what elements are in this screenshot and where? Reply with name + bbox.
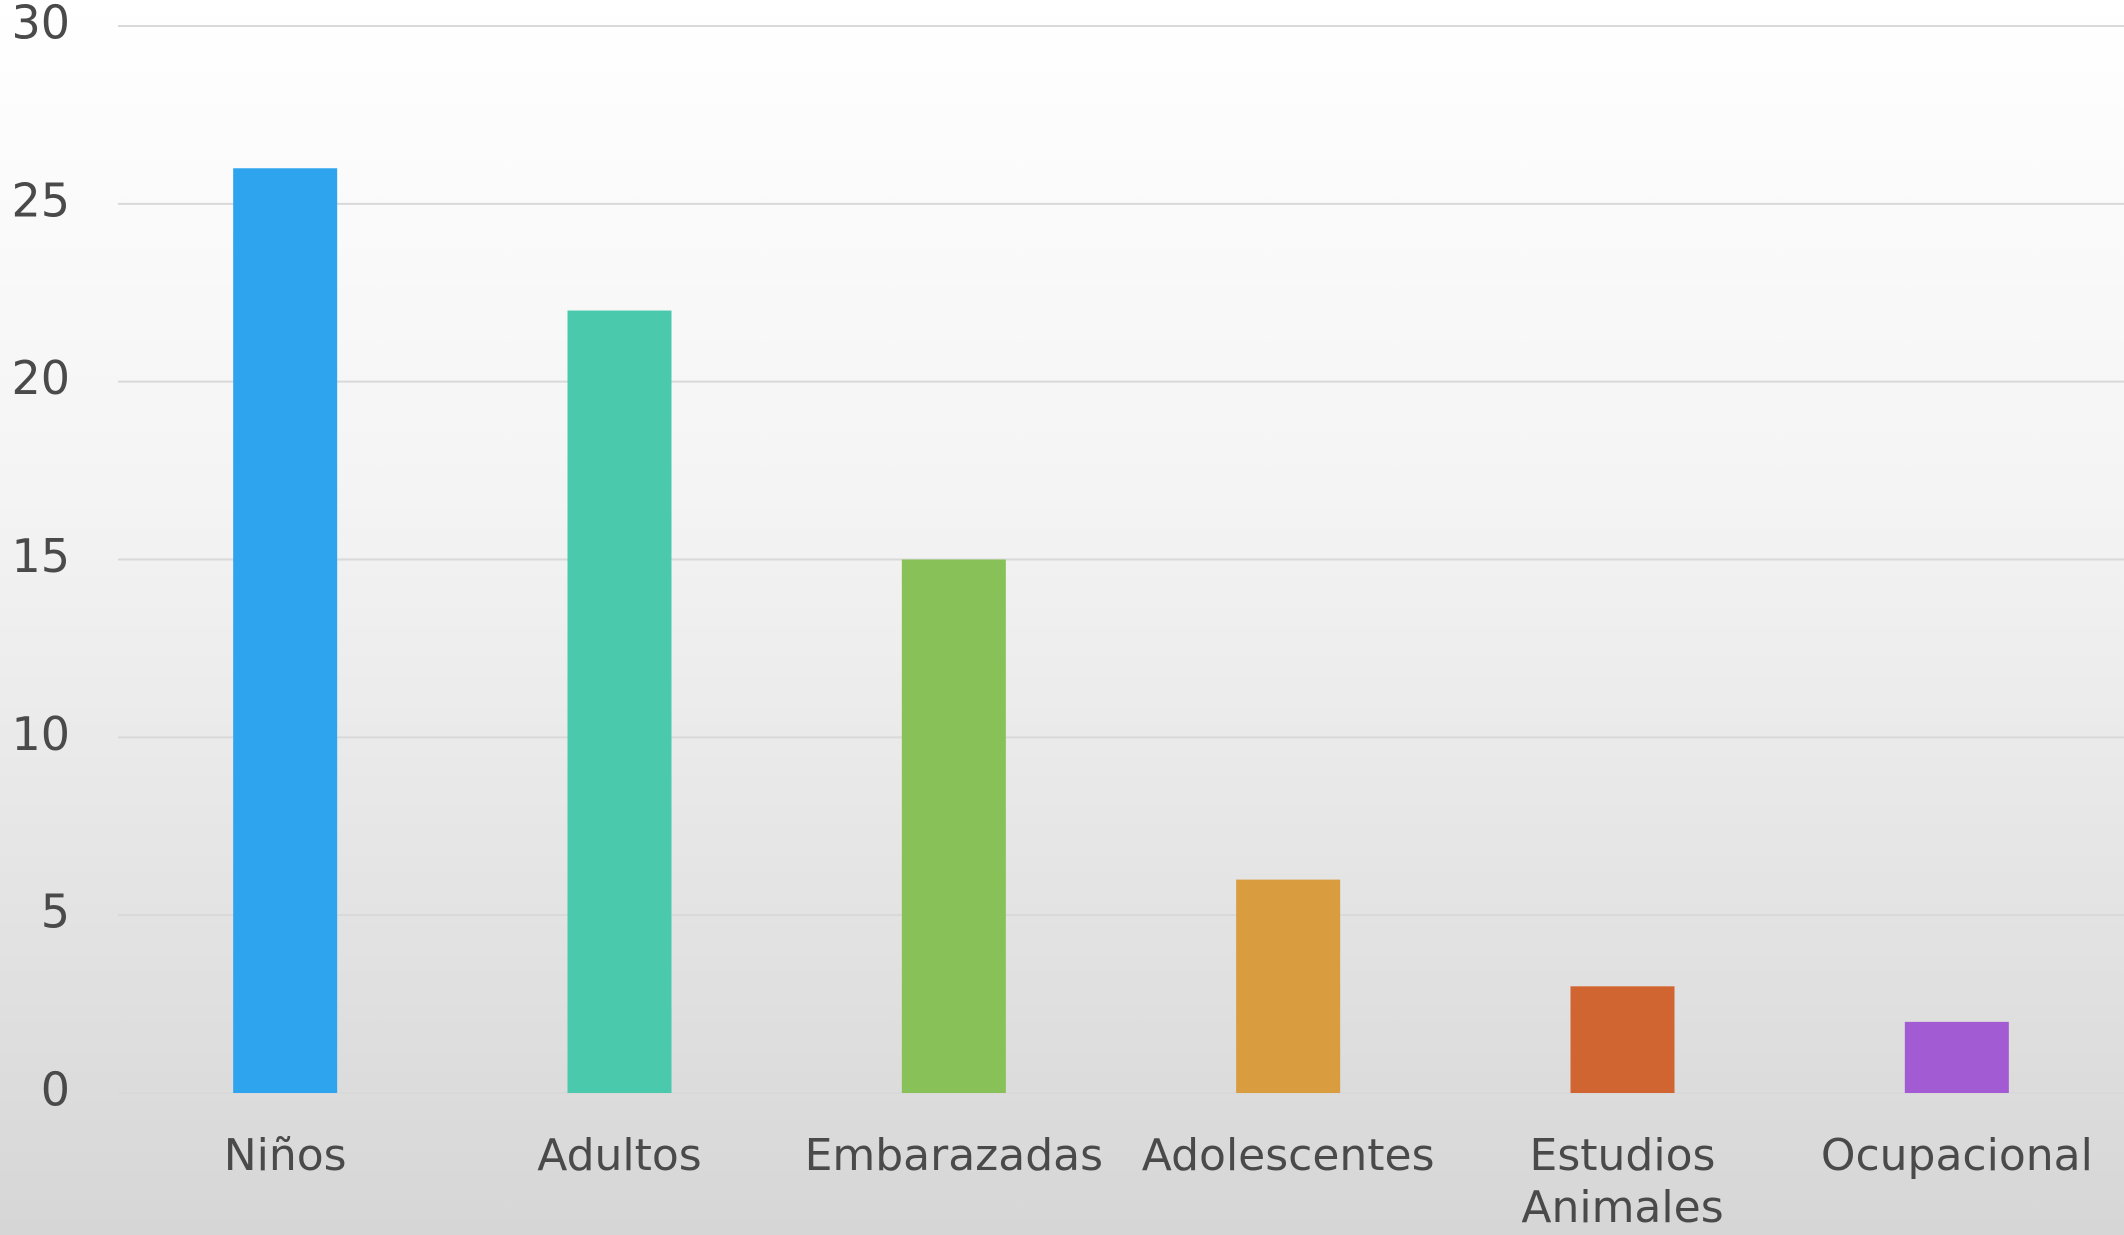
x-tick-label: Ocupacional — [1820, 1130, 2093, 1181]
y-tick-label: 5 — [41, 885, 70, 939]
x-tick-label: Adultos — [537, 1130, 702, 1181]
x-tick-label: Adolescentes — [1141, 1130, 1435, 1181]
y-tick-label: 20 — [11, 351, 70, 405]
x-tick-label: Embarazadas — [804, 1130, 1104, 1181]
bar — [1236, 879, 1341, 1093]
y-tick-label: 15 — [11, 529, 70, 583]
bar — [233, 168, 338, 1093]
bar — [1904, 1021, 2009, 1093]
y-tick-label: 0 — [41, 1063, 70, 1117]
y-tick-label: 25 — [11, 173, 70, 227]
bar — [901, 559, 1006, 1093]
y-tick-label: 10 — [11, 707, 70, 761]
x-tick-label: Estudios Animales — [1521, 1130, 1724, 1233]
bar — [567, 310, 672, 1093]
bar — [1570, 986, 1675, 1093]
y-tick-label: 30 — [11, 0, 70, 50]
x-tick-label: Niños — [223, 1130, 347, 1181]
